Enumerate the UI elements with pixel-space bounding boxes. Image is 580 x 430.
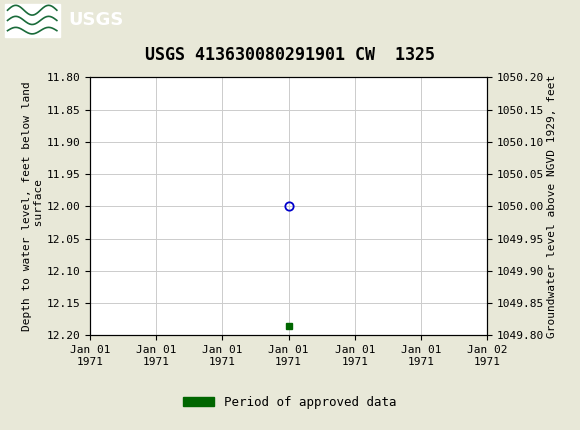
Legend: Period of approved data: Period of approved data (178, 390, 402, 414)
Y-axis label: Depth to water level, feet below land
 surface: Depth to water level, feet below land su… (22, 82, 44, 331)
Text: USGS 413630080291901 CW  1325: USGS 413630080291901 CW 1325 (145, 46, 435, 64)
Text: USGS: USGS (68, 12, 124, 29)
Bar (5, 4, 60, 37)
Y-axis label: Groundwater level above NGVD 1929, feet: Groundwater level above NGVD 1929, feet (547, 75, 557, 338)
